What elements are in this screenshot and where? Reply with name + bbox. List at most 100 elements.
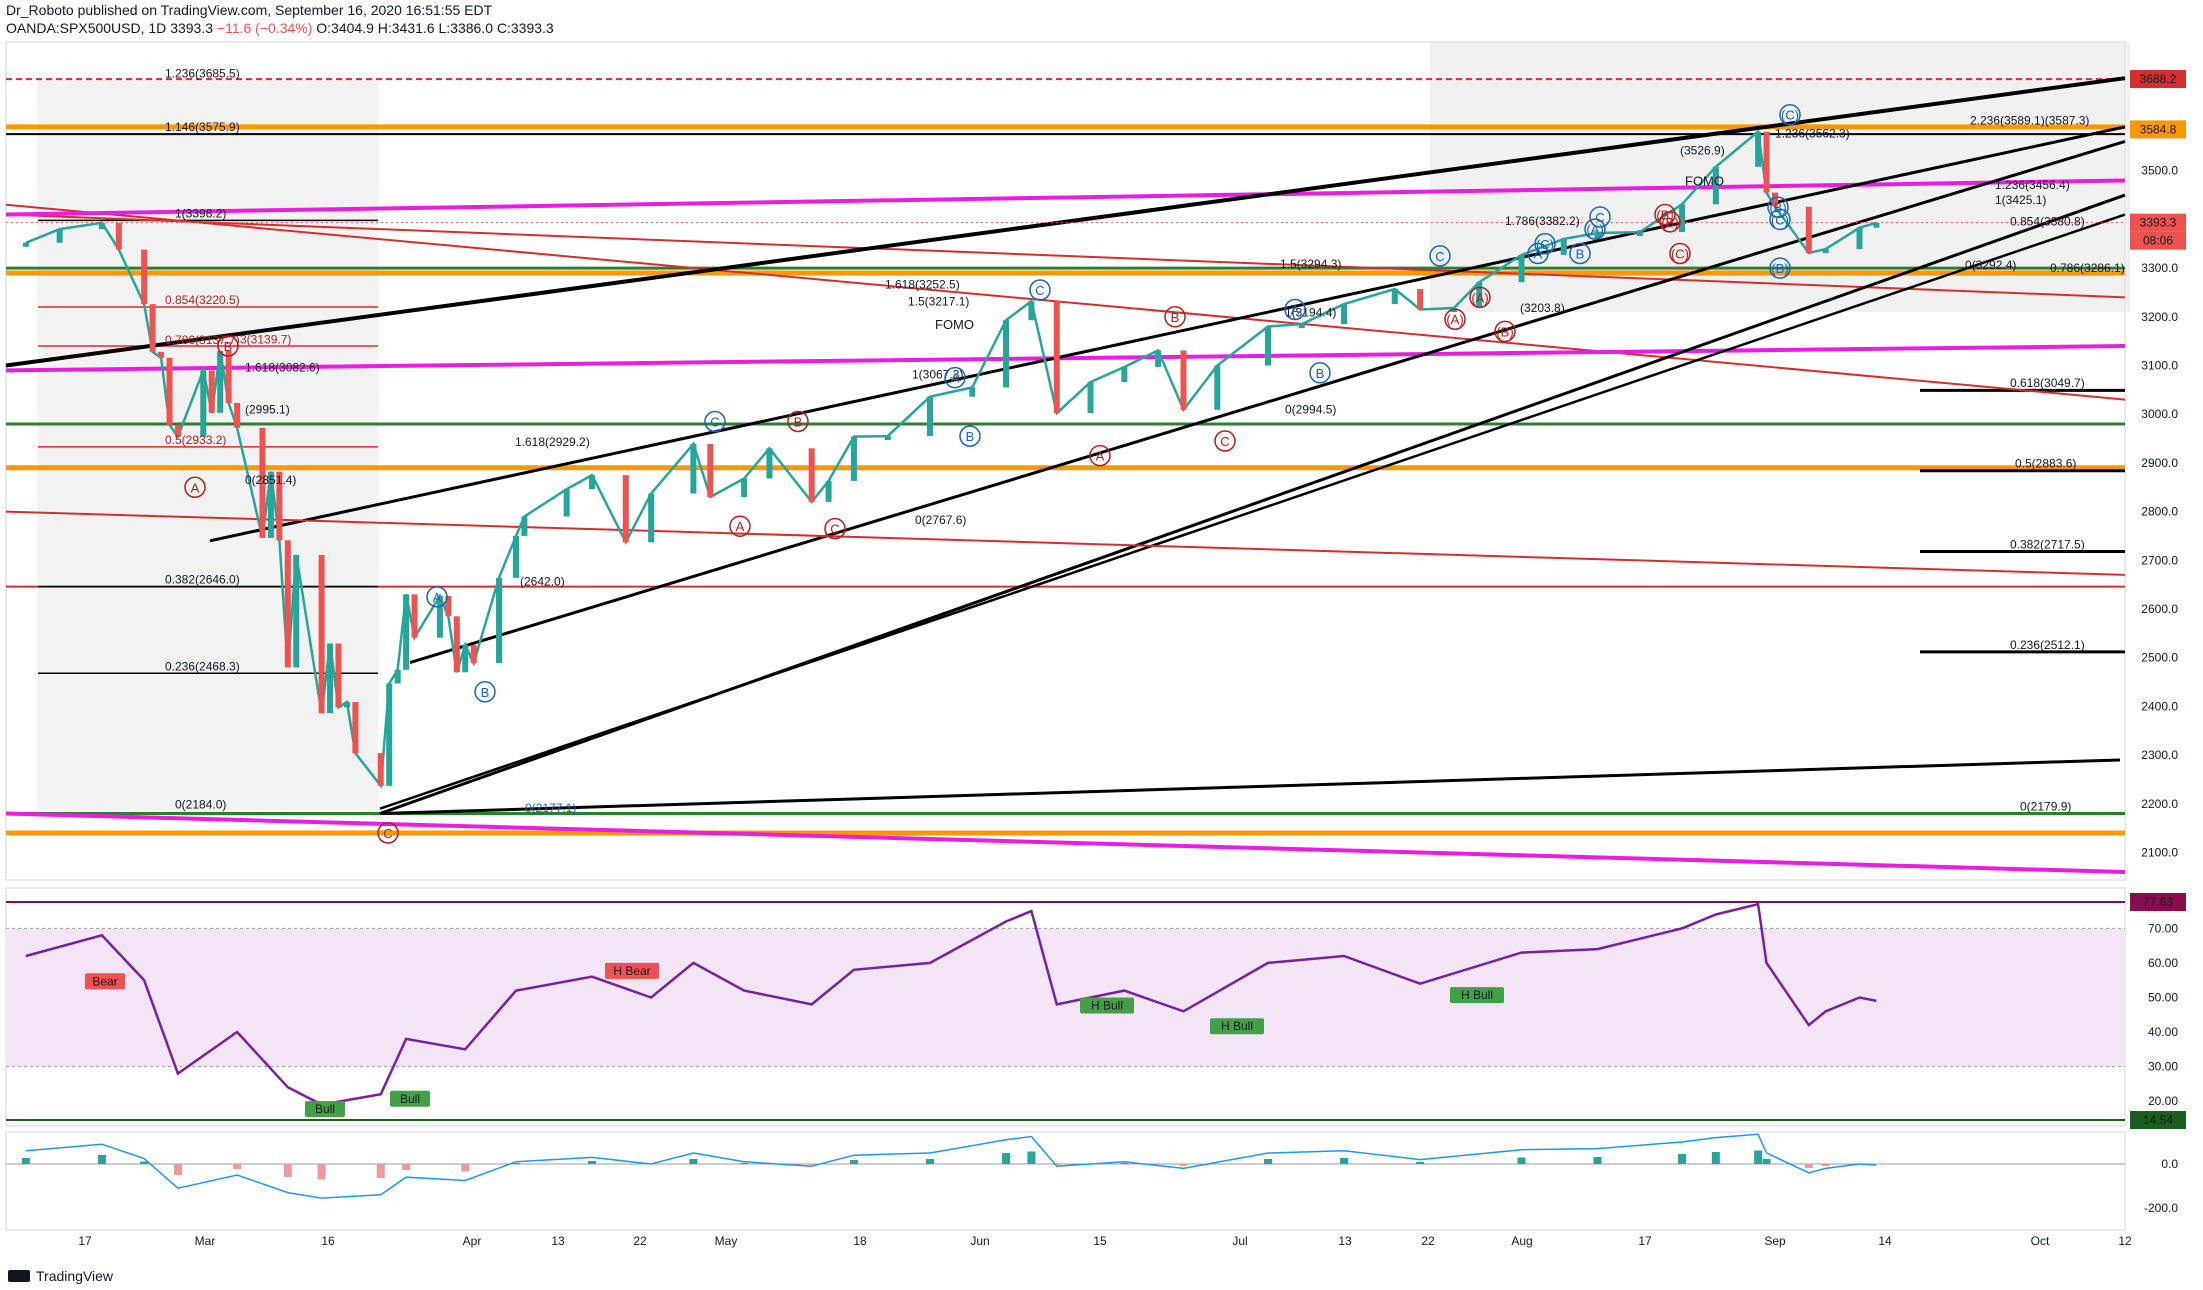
macd-histogram-bar [689, 1159, 698, 1164]
wave-label: A [1284, 298, 1306, 321]
wave-label-text: (C) [1781, 108, 1799, 123]
candle [141, 249, 148, 305]
price-tag [2130, 213, 2186, 232]
candle [690, 443, 697, 494]
wave-label: (A) [1469, 286, 1491, 309]
wave-label-text: (C) [1671, 246, 1689, 261]
candle [318, 554, 325, 714]
macd-histogram-bar [461, 1164, 470, 1172]
wave-label-circle [1164, 306, 1186, 328]
wave-label: B [1569, 242, 1591, 265]
candle [1856, 227, 1863, 250]
fib-label-mid: 1.5(3217.1) [908, 295, 969, 309]
candle [1679, 204, 1686, 233]
candle [149, 304, 156, 352]
wave-label-circle [1429, 245, 1451, 267]
trend-line [5, 76, 2126, 368]
candle [403, 594, 410, 670]
wave-label-text: (B) [1656, 208, 1673, 223]
wave-label-circle [1309, 362, 1331, 384]
macd-histogram-bar [1517, 1157, 1526, 1164]
fib-label-right: 1(3425.1) [1995, 193, 2046, 207]
macd-axis-tick: -200.0 [2144, 1201, 2178, 1215]
macd-histogram-bar [1593, 1157, 1602, 1164]
trend-line [5, 811, 2126, 874]
candle [589, 475, 595, 490]
candle [1298, 324, 1305, 329]
macd-histogram-bar [1264, 1159, 1272, 1164]
wave-label: C [824, 517, 846, 540]
fib-label-left: 0.382(2646.0) [165, 573, 240, 587]
fib-label-mid: 0(2177.1) [525, 801, 576, 815]
candle [1417, 289, 1424, 310]
divergence-tag-text: 77.63 [2143, 895, 2173, 909]
divergence-signal-text: Bull [400, 1092, 420, 1106]
candle [335, 643, 342, 708]
wave-label-circle [944, 366, 966, 389]
divergence-signal-badge [85, 973, 125, 990]
trend-line [5, 213, 2126, 299]
macd-histogram-bar [807, 1164, 816, 1165]
trend-line [379, 213, 2126, 810]
fib-label-right: 0.5(2883.6) [2015, 457, 2076, 471]
divergence-signal-badge [390, 1090, 430, 1107]
macd-histogram-bar [1711, 1152, 1720, 1164]
wave-label-text: (C) [1771, 212, 1789, 227]
wave-label-circle [1659, 211, 1681, 233]
time-axis-tick: 17 [78, 1234, 92, 1248]
wave-label-circle [217, 335, 239, 357]
fib-label-left: (2995.1) [245, 403, 290, 417]
trendline-layer [5, 76, 2126, 1165]
macd-histogram-bar [97, 1155, 106, 1164]
candle [217, 350, 224, 413]
wave-label-circle [1029, 279, 1051, 301]
macd-histogram-bar [140, 1161, 149, 1164]
price-tag-text: 3688.2 [2140, 72, 2177, 86]
wave-label-circle [787, 410, 809, 433]
fib-label-right: 0(3292.4) [1965, 258, 2016, 272]
wave-label-text: A [736, 519, 745, 534]
time-axis-tick: Oct [2031, 1234, 2050, 1248]
fib-label-left: 0(2184.0) [175, 798, 226, 812]
wave-label-text: C [383, 826, 392, 841]
wave-label-text: B [481, 685, 490, 700]
fib-label-mid: (3203.8) [1520, 301, 1565, 315]
tradingview-logo: TradingView [8, 1268, 113, 1284]
fib-label-left: 0(2851.4) [245, 473, 296, 487]
macd-histogram-bar [1416, 1162, 1425, 1164]
time-axis-tick: Jun [970, 1234, 989, 1248]
candle [386, 683, 393, 786]
price-axis-tick: 2600.0 [2141, 602, 2178, 616]
macd-histogram-bar [1678, 1154, 1687, 1164]
divergence-signal-text: H Bull [1461, 988, 1493, 1002]
price-axis-tick: 3300.0 [2141, 261, 2178, 275]
price-axis-tick: 2900.0 [2141, 456, 2178, 470]
divergence-signal-text: H Bull [1091, 998, 1123, 1012]
time-axis-tick: Apr [463, 1234, 482, 1248]
wave-label-text: C [1220, 434, 1229, 449]
macd-histogram-bar [173, 1164, 182, 1175]
fib-label-right: 0.786(3286.1) [2050, 261, 2125, 275]
divergence-signal-badge [1450, 987, 1504, 1004]
divergence-axis-tick: 50.00 [2148, 990, 2178, 1004]
time-axis-tick: 12 [2118, 1234, 2132, 1248]
wave-label: B [959, 425, 981, 447]
wave-label: (B) [1494, 320, 1516, 343]
trend-line [5, 203, 2126, 401]
wave-label-circle [184, 476, 206, 498]
fib-label-left: 0.5(2933.2) [165, 433, 226, 447]
wave-label: B [787, 410, 809, 433]
candle [352, 702, 359, 754]
fib-label-left: 1.236(3685.5) [165, 67, 240, 81]
wave-label-circle [1669, 242, 1691, 265]
candle [1772, 192, 1778, 207]
price-tag [2130, 231, 2186, 250]
trend-line [409, 140, 2126, 665]
wave-label: A [1089, 444, 1111, 467]
wave-label-circle [1494, 320, 1516, 343]
divergence-tag [2130, 893, 2186, 911]
wave-label-text: A [433, 590, 442, 605]
divergence-signal-badge [605, 962, 659, 979]
macd-histogram-bar [1027, 1151, 1036, 1164]
